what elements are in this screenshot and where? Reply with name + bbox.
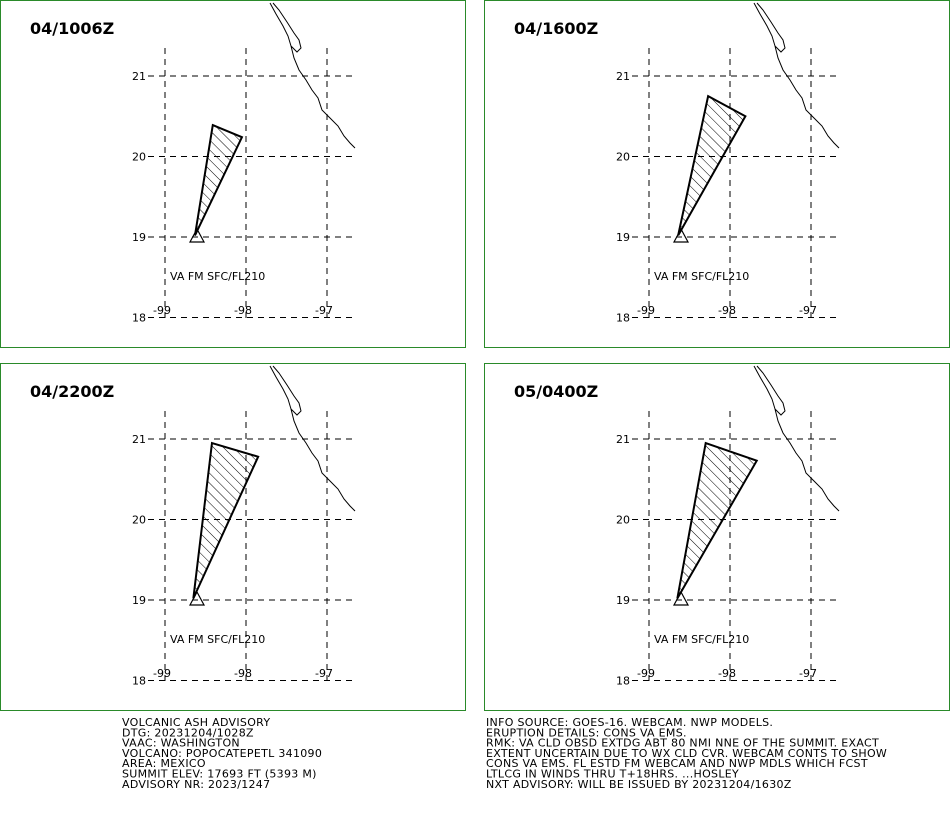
lat-label: 18 [616, 312, 630, 325]
panel-time: 04/1600Z [514, 19, 598, 38]
advisory-line: INFO SOURCE: GOES-16. WEBCAM. NWP MODELS… [486, 716, 773, 729]
advisory-line: NXT ADVISORY: WILL BE ISSUED BY 20231204… [486, 778, 792, 791]
panel-time: 05/0400Z [514, 382, 598, 401]
lon-label: -97 [799, 667, 817, 680]
lon-label: -99 [153, 304, 171, 317]
panel-border [0, 363, 466, 711]
coastline [269, 2, 356, 149]
map-panel: 21 20 19 18 -99 -98 -97 04/1006Z VA FM SFC/FL210 [0, 0, 466, 348]
lon-label: -97 [799, 304, 817, 317]
panel-border [484, 0, 950, 348]
lat-label: 18 [616, 675, 630, 688]
volcano-symbol [188, 227, 206, 243]
lon-label: -99 [153, 667, 171, 680]
lon-label: -98 [718, 667, 736, 680]
lat-label: 19 [616, 231, 630, 244]
ash-cloud [677, 94, 747, 236]
lon-label: -98 [718, 304, 736, 317]
map-panel: 21 20 19 18 -99 -98 -97 04/2200Z VA FM SFC/FL210 [0, 363, 466, 711]
lat-label: 20 [132, 514, 146, 527]
lon-label: -99 [637, 667, 655, 680]
advisory-line: VOLCANO: POPOCATEPETL 341090 [122, 747, 322, 760]
lat-label: 20 [616, 151, 630, 164]
advisory-line: ADVISORY NR: 2023/1247 [122, 778, 270, 791]
coastline [753, 2, 840, 149]
advisory-line: RMK: VA CLD OBSD EXTDG ABT 80 NMI NNE OF… [486, 737, 879, 750]
lat-label: 21 [132, 70, 146, 83]
va-level: VA FM SFC/FL210 [654, 633, 749, 646]
va-level: VA FM SFC/FL210 [654, 270, 749, 283]
map-panel: 21 20 19 18 -99 -98 -97 04/1600Z VA FM SFC/FL210 [484, 0, 950, 348]
advisory-line: DTG: 20231204/1028Z [122, 726, 254, 739]
panel-border [0, 0, 466, 348]
lon-label: -97 [315, 667, 333, 680]
coastline [753, 365, 840, 512]
va-level: VA FM SFC/FL210 [170, 270, 265, 283]
ash-cloud [193, 123, 244, 236]
lat-label: 18 [132, 675, 146, 688]
advisory-line: LTLCG IN WINDS THRU T+18HRS. ...HOSLEY [486, 768, 739, 781]
lat-label: 19 [616, 594, 630, 607]
advisory-line: AREA: MEXICO [122, 757, 206, 770]
advisory-line: VOLCANIC ASH ADVISORY [122, 716, 270, 729]
lat-label: 19 [132, 594, 146, 607]
lat-label: 20 [132, 151, 146, 164]
lat-label: 21 [616, 70, 630, 83]
panel-time: 04/1006Z [30, 19, 114, 38]
lat-label: 21 [616, 433, 630, 446]
advisory-line: VAAC: WASHINGTON [122, 737, 240, 750]
volcano-symbol [188, 590, 206, 606]
lon-label: -98 [234, 667, 252, 680]
lon-label: -97 [315, 304, 333, 317]
ash-cloud [676, 441, 759, 599]
advisory-line: ERUPTION DETAILS: CONS VA EMS. [486, 726, 687, 739]
lon-label: -99 [637, 304, 655, 317]
volcano-symbol [672, 227, 690, 243]
advisory-line: CONS VA EMS. FL ESTD FM WEBCAM AND NWP M… [486, 757, 868, 770]
panel-border [484, 363, 950, 711]
advisory-line: EXTENT UNCERTAIN DUE TO WX CLD CVR. WEBC… [486, 747, 887, 760]
lat-label: 20 [616, 514, 630, 527]
lat-label: 18 [132, 312, 146, 325]
lon-label: -98 [234, 304, 252, 317]
advisory-line: SUMMIT ELEV: 17693 FT (5393 M) [122, 768, 317, 781]
lat-label: 19 [132, 231, 146, 244]
panel-time: 04/2200Z [30, 382, 114, 401]
volcano-symbol [672, 590, 690, 606]
va-level: VA FM SFC/FL210 [170, 633, 265, 646]
coastline [269, 365, 356, 512]
lat-label: 21 [132, 433, 146, 446]
ash-cloud [192, 441, 260, 599]
map-panel: 21 20 19 18 -99 -98 -97 05/0400Z VA FM SFC/FL210 [484, 363, 950, 711]
